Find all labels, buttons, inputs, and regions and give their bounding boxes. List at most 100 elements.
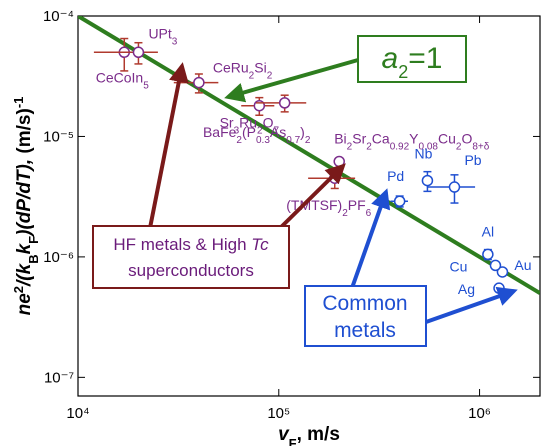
text-part: 3 xyxy=(234,125,240,136)
text-part: O xyxy=(263,115,274,131)
point-label: Cu xyxy=(450,258,468,274)
text-part: F xyxy=(26,236,41,244)
text-part: -1 xyxy=(11,97,26,109)
annotation-box xyxy=(92,225,290,289)
text-part: HF metals & High xyxy=(113,235,251,254)
plot-frame xyxy=(77,15,541,397)
text-part: Cu xyxy=(450,258,468,274)
x-tick-label: 10⁵ xyxy=(267,405,290,422)
annotation-text: Common xyxy=(322,292,407,315)
x-tick-label: 10⁴ xyxy=(66,405,89,422)
text-part: 3 xyxy=(172,36,178,47)
text-part: (m/s) xyxy=(14,108,35,153)
text-part: Al xyxy=(482,223,494,239)
text-part: B xyxy=(26,254,41,263)
data-point xyxy=(489,259,502,272)
data-point xyxy=(132,46,145,59)
text-part: UPt xyxy=(148,25,171,41)
point-label: UPt3 xyxy=(148,25,177,47)
text-part: As xyxy=(270,124,286,140)
text-part: /(k xyxy=(14,262,35,287)
text-part: 2 xyxy=(11,286,26,293)
point-label: Bi2Sr2Ca0.92Y0.08Cu2O8+δ xyxy=(334,130,490,152)
x-axis-label: vF, m/s xyxy=(278,424,340,446)
data-point xyxy=(278,97,291,109)
annotation-text: a2=1 xyxy=(382,42,443,82)
annotation-text: metals xyxy=(334,319,396,342)
point-label: Al xyxy=(482,223,494,239)
text-part: =1 xyxy=(408,42,442,75)
text-part: 7 xyxy=(274,125,280,136)
annotation-box xyxy=(304,285,427,347)
data-point xyxy=(193,76,205,89)
text-part: 2 xyxy=(347,141,353,152)
point-label: Pb xyxy=(464,152,481,168)
text-part: ne xyxy=(14,293,35,316)
y-tick-label: 10⁻⁶ xyxy=(43,249,74,266)
text-part: Au xyxy=(514,257,531,273)
text-part: Pd xyxy=(387,168,404,184)
point-label: Au xyxy=(514,257,531,273)
data-point xyxy=(482,248,494,261)
data-point xyxy=(333,155,345,168)
text-part: ) xyxy=(300,124,305,140)
point-label: Ag xyxy=(458,281,475,297)
text-part: 2 xyxy=(257,125,263,136)
fit-line xyxy=(78,16,540,295)
data-point xyxy=(393,195,406,207)
text-part: Y xyxy=(409,130,419,146)
arrow xyxy=(425,286,518,324)
text-part: a xyxy=(382,42,399,75)
point-label: CeCoIn5 xyxy=(96,69,149,91)
text-part: 2 xyxy=(456,141,462,152)
text-part: 2 xyxy=(236,134,242,145)
y-tick-label: 10⁻⁷ xyxy=(44,369,74,386)
annotation-text: superconductors xyxy=(128,261,254,280)
text-part: 0.7 xyxy=(286,134,300,145)
y-tick-label: 10⁻⁴ xyxy=(43,8,74,25)
data-point xyxy=(421,174,434,187)
point-label: Pd xyxy=(387,168,404,184)
text-part: 2 xyxy=(305,134,311,145)
annotation-text: HF metals & High Tc xyxy=(113,235,269,254)
text-part: (TMTSF) xyxy=(286,197,342,213)
text-part: 2 xyxy=(366,141,372,152)
point-label: CeRu2Si2 xyxy=(213,60,273,82)
text-part: Sr xyxy=(352,130,366,146)
annotation-box xyxy=(357,35,467,83)
text-part: v xyxy=(278,424,290,445)
text-part: CeRu xyxy=(213,60,249,76)
text-part: Cu xyxy=(438,130,456,146)
text-part: Ag xyxy=(458,281,475,297)
text-part: Ca xyxy=(372,130,390,146)
text-part: Si xyxy=(254,60,266,76)
text-part: 5 xyxy=(143,80,149,91)
data-point xyxy=(448,181,461,193)
data-point xyxy=(493,282,505,294)
arrow xyxy=(224,58,359,103)
text-part: (P xyxy=(242,124,256,140)
text-part: Tc xyxy=(251,235,269,254)
text-part: Nb xyxy=(414,146,432,162)
text-part: CeCoIn xyxy=(96,69,143,85)
text-part: 0.08 xyxy=(419,141,439,152)
text-part: Ru xyxy=(239,115,257,131)
arrow xyxy=(350,188,391,289)
text-part: 2 xyxy=(267,70,273,81)
y-axis-label: ne2/(kBkF)(dP/dT), (m/s)-1 xyxy=(11,97,41,316)
point-label: Nb xyxy=(414,146,432,162)
data-point xyxy=(496,266,509,278)
text-part: 2 xyxy=(249,70,255,81)
text-part: Sr xyxy=(220,115,234,131)
text-part: 0.92 xyxy=(390,141,410,152)
text-part: 0.3 xyxy=(256,134,270,145)
annotations: a2=1 HF metals & High Tc superconductors… xyxy=(92,35,518,347)
text-part: F xyxy=(289,436,297,446)
marks: 10⁴ 10⁵ 10⁶10⁻⁷10⁻⁶10⁻⁵10⁻⁴CeCoIn5UPt3CeRu… xyxy=(43,8,540,422)
text-part: 2 xyxy=(398,62,408,82)
text-part: 8+δ xyxy=(472,141,489,152)
text-part: Pb xyxy=(464,152,481,168)
text-part: 6 xyxy=(366,208,372,219)
point-label: Sr3Ru2O7 xyxy=(220,115,280,137)
